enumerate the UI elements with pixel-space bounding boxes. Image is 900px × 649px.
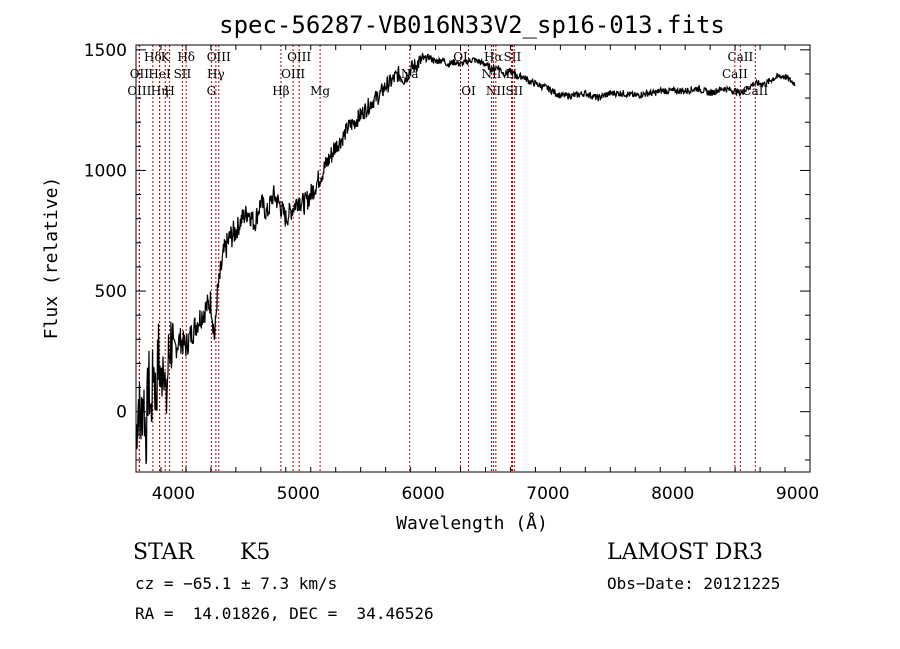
y-axis-label: Flux (relative)	[41, 177, 62, 340]
marker-label-8: H	[164, 84, 174, 98]
chart-title: spec-56287-VB016N33V2_sp16-013.fits	[219, 11, 725, 39]
marker-label-10: Hγ	[207, 67, 225, 81]
x-axis-label: Wavelength (Å)	[396, 512, 548, 534]
marker-label-11: G	[207, 84, 217, 98]
marker-label-6: Hδ	[177, 50, 195, 64]
marker-label-13: OIII	[287, 50, 311, 64]
marker-label-22: SII	[504, 50, 522, 64]
plot-frame	[135, 44, 811, 473]
axes: 4000 5000 6000 7000 8000 9000 0 500 1000 1500	[84, 41, 819, 504]
marker-label-25: CaII	[727, 50, 753, 64]
marker-label-0: Hδ	[144, 50, 162, 64]
marker-label-9: OIII	[207, 50, 231, 64]
object-class: STAR	[133, 540, 194, 565]
survey-name: LAMOST DR3	[607, 540, 763, 565]
x-tick-label: 9000	[776, 484, 819, 504]
marker-label-7: SII	[174, 67, 192, 81]
marker-label-26: CaII	[722, 67, 748, 81]
marker-label-5: Hη	[151, 84, 169, 98]
marker-label-12: Hβ	[272, 84, 289, 98]
redshift-velocity: cz = −65.1 ± 7.3 km/s	[135, 574, 338, 593]
spectrum-line	[135, 52, 796, 465]
x-tick-label: 8000	[651, 484, 694, 504]
marker-label-21: NII	[486, 84, 506, 98]
marker-label-3: K	[161, 50, 171, 64]
marker-label-2: OIII	[127, 84, 151, 98]
marker-label-20: NII	[481, 67, 501, 81]
x-tick-label: 7000	[526, 484, 569, 504]
marker-label-15: Mg	[310, 84, 330, 98]
y-tick-label: 1000	[84, 161, 127, 181]
x-tick-label: 4000	[152, 484, 195, 504]
x-tick-label: 5000	[277, 484, 320, 504]
marker-label-19: Hα	[484, 50, 503, 64]
y-tick-label: 500	[95, 282, 127, 302]
marker-label-24: SII	[505, 84, 523, 98]
subclass: K5	[240, 540, 271, 565]
marker-label-18: OI	[461, 84, 476, 98]
y-tick-label: 0	[116, 403, 127, 423]
observation-date: Obs−Date: 20121225	[607, 574, 781, 593]
y-tick-label: 1500	[84, 41, 127, 61]
coordinates: RA = 14.01826, DEC = 34.46526	[135, 604, 434, 623]
marker-label-14: OIII	[281, 67, 305, 81]
x-tick-label: 6000	[401, 484, 444, 504]
